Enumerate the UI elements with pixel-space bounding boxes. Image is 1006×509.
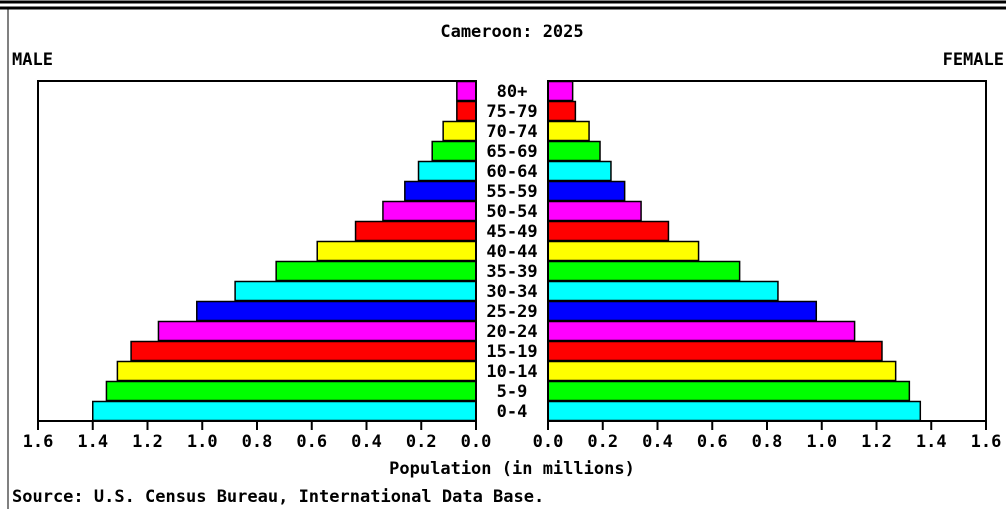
x-tick-label: 1.0 (187, 432, 218, 452)
legend-male: MALE (12, 50, 53, 70)
bar (547, 120, 590, 142)
x-tick-label: 0.0 (461, 432, 492, 452)
bar (547, 400, 922, 422)
age-label: 60-64 (486, 162, 537, 182)
bar (157, 320, 477, 342)
bar (547, 380, 911, 402)
x-tick-label: 0.4 (351, 432, 382, 452)
source: Source: U.S. Census Bureau, Internationa… (12, 487, 544, 507)
bar (431, 140, 477, 162)
bar (547, 300, 818, 322)
bar (196, 300, 477, 322)
x-tick-label: 0.8 (752, 432, 783, 452)
bar (547, 320, 856, 342)
bar (105, 380, 477, 402)
bar (547, 140, 601, 162)
bar (547, 240, 700, 262)
x-tick-label: 1.2 (132, 432, 163, 452)
age-label: 15-19 (486, 342, 537, 362)
age-label: 10-14 (486, 362, 537, 382)
bar (547, 180, 626, 202)
bar (547, 80, 574, 102)
bar (547, 220, 670, 242)
bar (456, 100, 477, 122)
bar (547, 200, 642, 222)
bar (547, 360, 897, 382)
age-label: 5-9 (497, 382, 528, 402)
age-label: 75-79 (486, 102, 537, 122)
x-tick-label: 1.0 (806, 432, 837, 452)
bar (547, 260, 741, 282)
bar (275, 260, 477, 282)
x-tick-label: 0.0 (533, 432, 564, 452)
x-tick-label: 0.4 (642, 432, 673, 452)
bar (354, 220, 477, 242)
bar (547, 160, 612, 182)
age-label: 0-4 (497, 402, 528, 422)
x-tick-label: 1.4 (916, 432, 947, 452)
bar (417, 160, 477, 182)
bar (382, 200, 477, 222)
bar (234, 280, 477, 302)
chart-title: Cameroon: 2025 (440, 22, 583, 42)
x-tick-label: 0.2 (406, 432, 437, 452)
bar (404, 180, 477, 202)
x-tick-label: 0.6 (697, 432, 728, 452)
x-tick-label: 0.2 (587, 432, 618, 452)
age-label: 35-39 (486, 262, 537, 282)
age-label: 80+ (497, 82, 528, 102)
age-label: 30-34 (486, 282, 537, 302)
x-tick-label: 1.2 (861, 432, 892, 452)
bar (547, 100, 577, 122)
x-tick-label: 0.6 (296, 432, 327, 452)
x-tick-label: 0.8 (242, 432, 273, 452)
bar (547, 340, 883, 362)
bar (116, 360, 477, 382)
bar (442, 120, 477, 142)
x-tick-label: 1.6 (971, 432, 1002, 452)
x-tick-label: 1.6 (23, 432, 54, 452)
bar (316, 240, 477, 262)
age-label: 45-49 (486, 222, 537, 242)
age-label: 25-29 (486, 302, 537, 322)
x-axis-label: Population (in millions) (389, 459, 635, 479)
bar (130, 340, 477, 362)
age-label: 65-69 (486, 142, 537, 162)
age-label: 50-54 (486, 202, 537, 222)
age-label: 70-74 (486, 122, 537, 142)
legend-female: FEMALE (943, 50, 1004, 70)
bar (92, 400, 477, 422)
x-tick-label: 1.4 (77, 432, 108, 452)
age-label: 55-59 (486, 182, 537, 202)
age-label: 40-44 (486, 242, 537, 262)
age-label: 20-24 (486, 322, 537, 342)
bar (547, 280, 779, 302)
bar (456, 80, 477, 102)
